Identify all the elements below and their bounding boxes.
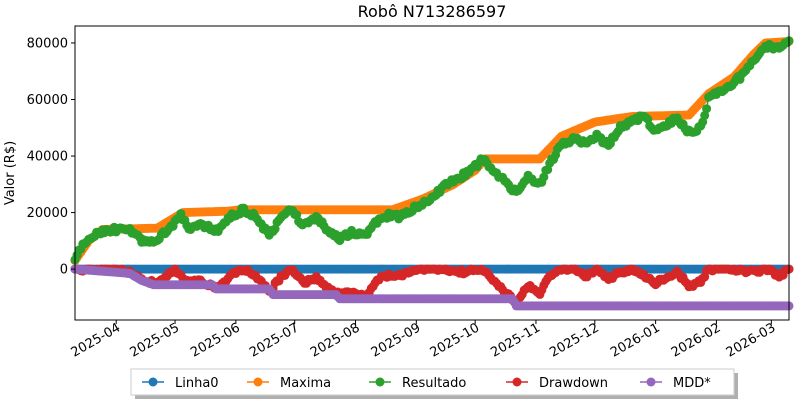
legend-marker xyxy=(512,377,522,387)
data-point xyxy=(292,210,302,220)
legend-item: Maxima xyxy=(247,376,331,391)
y-tick-label: 80000 xyxy=(27,36,68,51)
legend-marker xyxy=(148,377,158,387)
x-tick-label: 2025-04 xyxy=(69,320,124,360)
legend-label: Drawdown xyxy=(539,376,608,391)
x-tick-label: 2026-02 xyxy=(669,320,724,360)
legend-item: MDD* xyxy=(640,376,711,391)
x-tick-label: 2026-03 xyxy=(724,320,779,360)
legend-label: Linha0 xyxy=(175,376,219,391)
x-tick-label: 2025-06 xyxy=(188,320,243,360)
y-tick-label: 60000 xyxy=(27,93,68,108)
data-point xyxy=(702,104,712,114)
x-tick-label: 2025-12 xyxy=(547,320,602,360)
x-tick-label: 2025-05 xyxy=(127,320,182,360)
x-tick-label: 2025-07 xyxy=(247,320,302,360)
plot-area xyxy=(70,36,794,311)
x-tick-label: 2026-01 xyxy=(608,320,663,360)
series-line xyxy=(74,40,790,262)
x-tick-label: 2025-10 xyxy=(428,320,483,360)
legend-box xyxy=(130,368,735,396)
x-tick-label: 2025-09 xyxy=(369,320,424,360)
y-tick-label: 40000 xyxy=(27,150,68,165)
legend-item: Drawdown xyxy=(506,376,608,391)
legend: Linha0 Maxima Resultado Drawdown MDD* xyxy=(130,368,738,399)
series-4 xyxy=(70,264,794,311)
series-line xyxy=(74,40,790,261)
y-tick-label: 0 xyxy=(60,263,68,278)
series-2 xyxy=(70,36,794,265)
x-tick-label: 2025-11 xyxy=(488,320,543,360)
legend-marker xyxy=(375,377,385,387)
data-point xyxy=(539,172,549,182)
legend-marker xyxy=(253,377,263,387)
legend-label: Maxima xyxy=(280,376,331,391)
legend-item: Resultado xyxy=(369,376,466,391)
legend-label: Resultado xyxy=(402,376,466,391)
y-tick-label: 20000 xyxy=(27,206,68,221)
y-axis-label: Valor (R$) xyxy=(3,141,18,205)
series-1 xyxy=(70,37,794,266)
legend-marker xyxy=(646,377,656,387)
legend-item: Linha0 xyxy=(142,376,219,391)
x-tick-label: 2025-08 xyxy=(308,320,363,360)
x-axis: 2025-04 2025-05 2025-06 2025-07 2025-08 2025-… xyxy=(69,320,779,361)
chart-title: Robô N713286597 xyxy=(358,2,507,21)
plot-frame xyxy=(74,25,790,321)
legend-label: MDD* xyxy=(673,376,711,391)
y-axis: 0 20000 40000 60000 80000 xyxy=(27,36,75,278)
